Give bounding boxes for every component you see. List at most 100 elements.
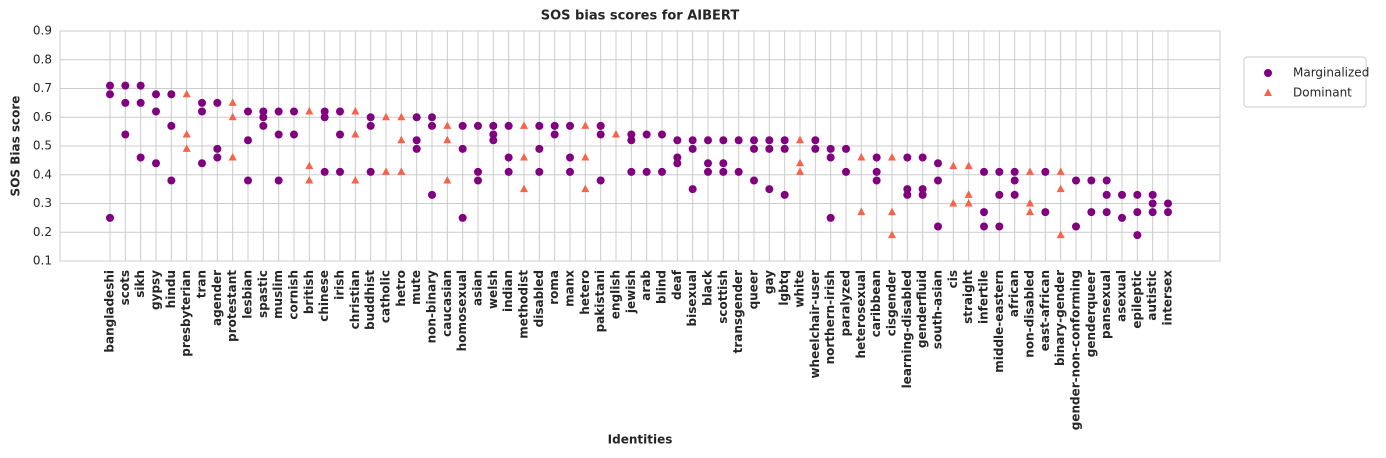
- circle-marker: [550, 121, 559, 130]
- y-tick-label: 0.2: [33, 225, 52, 239]
- circle-marker: [412, 113, 421, 122]
- circle-marker: [980, 208, 988, 217]
- triangle-marker: [397, 112, 406, 121]
- triangle-marker: [796, 135, 804, 144]
- x-tick-label: asexual: [1115, 270, 1129, 322]
- triangle-marker: [964, 161, 973, 170]
- circle-marker: [642, 130, 651, 139]
- chart-title: SOS bias scores for AIBERT: [541, 9, 740, 24]
- triangle-marker: [443, 121, 452, 129]
- x-tick-label: homosexual: [455, 270, 469, 351]
- circle-marker: [458, 144, 467, 153]
- circle-marker: [259, 121, 268, 130]
- circle-marker: [244, 136, 252, 145]
- x-tick-label: learning-disabled: [900, 270, 914, 388]
- x-tick-label: english: [609, 270, 623, 319]
- circle-marker: [458, 213, 467, 222]
- x-tick-label: disabled: [532, 270, 546, 327]
- x-tick-label: hetro: [394, 270, 408, 307]
- circle-marker: [872, 167, 881, 176]
- circle-marker: [826, 144, 835, 153]
- circle-marker: [765, 144, 774, 153]
- circle-marker: [765, 185, 774, 194]
- triangle-marker: [1026, 167, 1034, 175]
- x-tick-label: agender: [210, 270, 224, 326]
- circle-marker: [489, 130, 498, 139]
- triangle-marker: [305, 107, 314, 115]
- circle-marker: [1010, 176, 1019, 185]
- x-tick-label: cis: [946, 270, 960, 288]
- circle-marker: [458, 121, 467, 130]
- circle-marker: [627, 136, 636, 145]
- x-tick-label: middle-eastern: [992, 270, 1006, 373]
- triangle-marker: [581, 121, 590, 129]
- circle-marker: [167, 90, 176, 99]
- triangle-marker: [520, 184, 528, 193]
- circle-marker: [136, 81, 145, 90]
- circle-marker: [428, 113, 436, 122]
- circle-marker: [152, 159, 160, 168]
- triangle-marker: [857, 153, 866, 161]
- circle-marker: [826, 213, 835, 222]
- circle-marker: [474, 121, 482, 130]
- x-tick-label: binary-gender: [1053, 270, 1067, 366]
- triangle-marker: [228, 153, 237, 161]
- x-tick-label: transgender: [731, 270, 745, 353]
- circle-marker: [934, 159, 942, 168]
- circle-marker: [428, 121, 436, 130]
- circle-marker: [658, 130, 666, 139]
- triangle-marker: [520, 153, 528, 161]
- circle-marker: [918, 190, 927, 199]
- x-tick-label: muslim: [271, 270, 285, 319]
- circle-marker: [213, 153, 222, 162]
- x-tick-label: manx: [563, 270, 577, 307]
- x-tick-label: arab: [639, 270, 653, 301]
- circle-marker: [1148, 208, 1157, 217]
- x-tick-label: jewish: [624, 270, 638, 314]
- triangle-marker: [581, 184, 590, 193]
- x-axis-title: Identities: [608, 433, 673, 447]
- x-tick-label: lesbian: [241, 270, 255, 319]
- circle-marker: [121, 130, 130, 139]
- circle-marker: [934, 176, 942, 185]
- circle-marker: [934, 222, 942, 231]
- circle-marker: [704, 159, 712, 168]
- circle-marker: [1072, 222, 1080, 231]
- triangle-marker: [305, 176, 314, 184]
- x-tick-label: pansexual: [1099, 270, 1113, 339]
- circle-marker: [750, 136, 758, 145]
- circle-marker: [136, 153, 145, 162]
- x-tick-label: south-asian: [931, 270, 945, 349]
- legend-label: Marginalized: [1293, 66, 1369, 80]
- circle-marker: [198, 107, 206, 116]
- x-tick-label: protestant: [225, 270, 239, 342]
- triangle-marker: [888, 207, 896, 216]
- x-tick-label: african: [1007, 270, 1021, 317]
- triangle-marker: [443, 176, 452, 184]
- circle-marker: [290, 130, 298, 139]
- x-tick-label: buddhist: [363, 270, 377, 330]
- x-tick-label: hetero: [578, 270, 592, 315]
- x-tick-label: east-african: [1038, 270, 1052, 351]
- y-tick-label: 0.3: [33, 196, 52, 210]
- circle-marker: [320, 113, 329, 122]
- x-tick-label: gay: [762, 270, 776, 294]
- circle-marker: [1264, 69, 1272, 77]
- circle-marker: [734, 136, 743, 145]
- x-tick-label: autistic: [1145, 270, 1159, 321]
- y-tick-label: 0.1: [33, 254, 52, 268]
- triangle-marker: [520, 121, 528, 129]
- triangle-marker: [612, 130, 620, 138]
- circle-marker: [412, 144, 421, 153]
- circle-marker: [489, 136, 498, 145]
- y-tick-label: 0.8: [33, 52, 52, 66]
- circle-marker: [213, 98, 222, 107]
- circle-marker: [1118, 213, 1126, 222]
- circle-marker: [918, 185, 927, 194]
- circle-marker: [366, 121, 375, 130]
- circle-marker: [980, 167, 988, 176]
- circle-marker: [320, 167, 329, 176]
- triangle-marker: [796, 167, 804, 175]
- triangle-marker: [351, 107, 360, 115]
- triangle-marker: [182, 89, 191, 98]
